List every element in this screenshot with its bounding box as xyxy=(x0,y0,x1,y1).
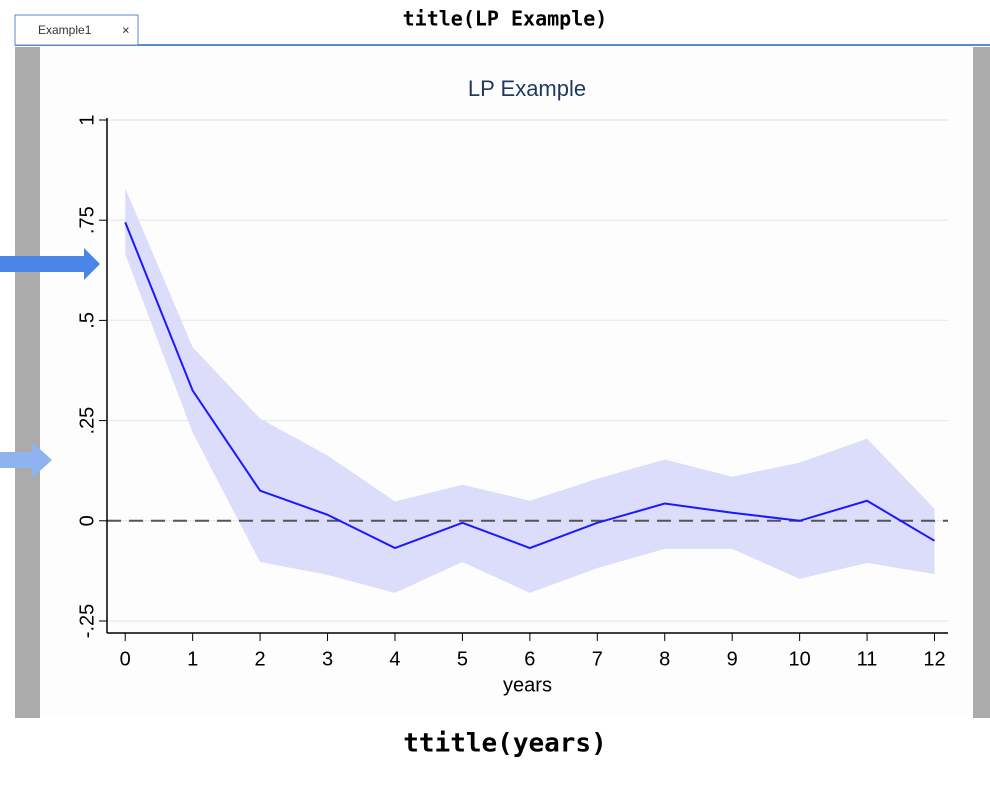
tab-close[interactable]: × xyxy=(122,22,130,37)
x-tick-label: 7 xyxy=(592,648,603,670)
series-line xyxy=(124,221,936,550)
y-tick-label: .5 xyxy=(76,312,98,329)
x-tick-label: 9 xyxy=(727,648,738,670)
y-tick-label: .25 xyxy=(76,407,98,435)
y-tick-label: -.25 xyxy=(76,604,98,638)
x-tick-label: 4 xyxy=(389,648,400,670)
x-tick-label: 2 xyxy=(255,648,266,670)
x-tick-label: 3 xyxy=(322,648,333,670)
y-tick-label: 0 xyxy=(76,515,98,526)
confidence-band xyxy=(125,188,935,593)
arrow xyxy=(0,248,100,280)
annotation-top: title(LP Example) xyxy=(403,7,608,31)
x-tick-label: 5 xyxy=(457,648,468,670)
y-tick-label: 1 xyxy=(76,114,98,125)
arrow xyxy=(0,442,52,478)
chart-title: LP Example xyxy=(468,76,586,101)
x-tick-label: 11 xyxy=(857,648,878,670)
x-axis-label: years xyxy=(503,674,552,696)
x-tick-label: 8 xyxy=(659,648,670,670)
x-tick-label: 6 xyxy=(524,648,535,670)
x-tick-label: 10 xyxy=(789,648,811,670)
tab-label[interactable]: Example1 xyxy=(38,23,92,37)
x-tick-label: 0 xyxy=(120,648,131,670)
y-tick-label: .75 xyxy=(76,206,98,234)
tab[interactable] xyxy=(14,14,139,46)
x-tick-label: 12 xyxy=(923,648,945,670)
annotation-bottom: ttitle(years) xyxy=(403,729,607,759)
x-tick-label: 1 xyxy=(187,648,198,670)
